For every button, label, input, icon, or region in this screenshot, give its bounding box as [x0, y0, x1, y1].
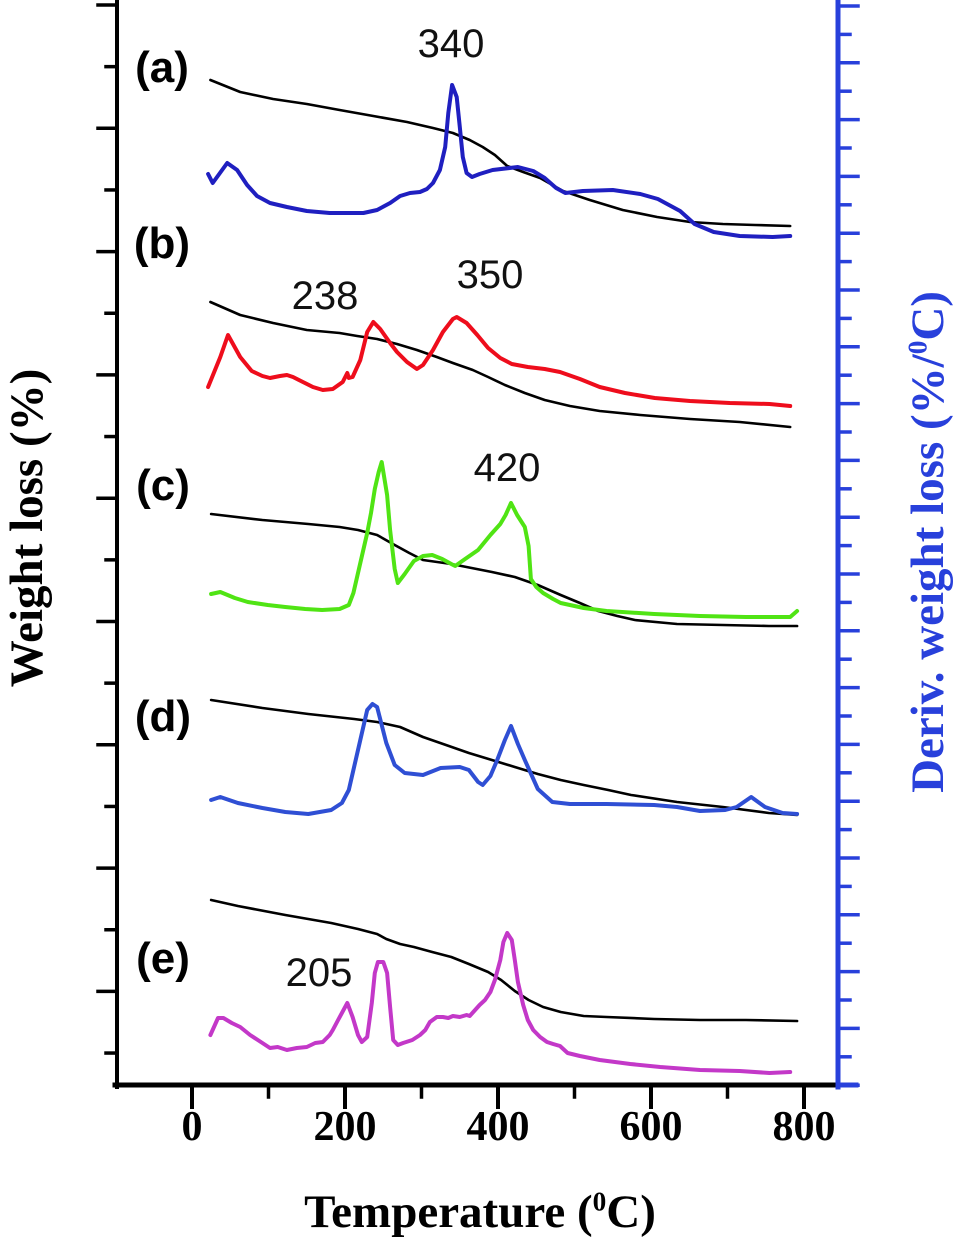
dtg-curve-e [208, 931, 793, 1075]
panel-label-a: (a) [135, 43, 189, 92]
tg-curve-e [209, 898, 799, 1023]
dtg-curve-c [209, 460, 800, 619]
peak-annotation-350: 350 [457, 253, 524, 297]
x-tick-label: 800 [773, 1104, 836, 1150]
dtg-curve-b [206, 315, 793, 408]
tg-curve-a [209, 78, 792, 228]
degree-superscript: 0 [902, 340, 933, 355]
tg-curve-b [209, 300, 792, 429]
y-axis-title-right: Deriv. weight loss (%/0C) [901, 291, 955, 793]
panel-label-e: (e) [136, 934, 190, 983]
tg-curve-d [209, 698, 799, 817]
x-tick-label: 400 [467, 1104, 530, 1150]
dtg-curve-a [206, 83, 793, 239]
x-tick-label: 0 [182, 1104, 203, 1150]
y-axis-title-right-text: Deriv. weight loss (%/ [902, 354, 954, 793]
degree-superscript: 0 [592, 1186, 607, 1217]
peak-annotation-420: 420 [474, 446, 541, 490]
x-tick-label: 600 [620, 1104, 683, 1150]
x-tick-label: 200 [314, 1104, 377, 1150]
x-axis-title-suffix: C) [606, 1186, 656, 1238]
panel-label-c: (c) [136, 461, 190, 510]
tg-curve-c [209, 512, 799, 628]
y-axis-title-right-suffix: C) [902, 291, 954, 341]
panel-label-b: (b) [134, 219, 190, 268]
y-axis-title-left-text: Weight loss (%) [1, 368, 53, 688]
panel-label-d: (d) [135, 692, 191, 741]
x-axis-title: Temperature (0C) [304, 1185, 656, 1239]
x-axis-title-text: Temperature ( [304, 1186, 593, 1238]
dtg-curve-d [209, 702, 800, 816]
peak-annotation-340: 340 [418, 22, 485, 66]
peak-annotation-205: 205 [286, 951, 353, 995]
peak-annotation-238: 238 [292, 274, 359, 318]
y-axis-title-left: Weight loss (%) [0, 369, 54, 688]
